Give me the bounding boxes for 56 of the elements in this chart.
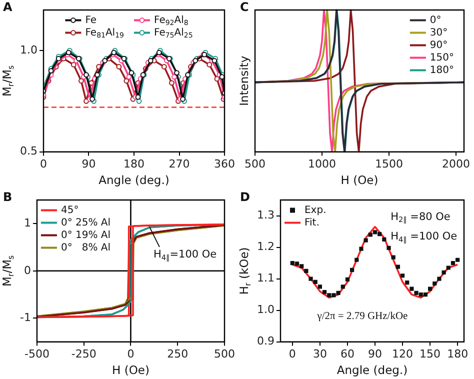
x-tick-label: 90 — [368, 347, 382, 360]
x-tick-label: 60 — [340, 347, 354, 360]
chart-title: C — [240, 0, 249, 14]
x-tick-label: 0 — [288, 347, 296, 360]
x-tick-label: -250 — [71, 347, 96, 360]
legend-label: 0° 25% Al — [60, 217, 111, 228]
x-axis-title: Angle (deg.) — [336, 362, 408, 377]
y-axis-title: Mr/Ms — [0, 65, 16, 97]
x-tick-label: -500 — [24, 347, 50, 360]
x-tick-label: 500 — [244, 157, 266, 170]
legend-label: 180° — [430, 64, 454, 76]
x-tick-label: 150 — [420, 347, 441, 360]
x-axis-title: H (Oe) — [112, 362, 150, 377]
x-tick-label: 270 — [168, 157, 190, 170]
legend-label: 30° — [430, 27, 448, 38]
y-axis-title: Mr/Ms — [0, 255, 16, 287]
annotation: γ/2π = 2.79 GHz/kOe — [316, 311, 408, 322]
x-tick-label: 2000 — [442, 157, 470, 170]
chart-title: B — [3, 190, 12, 204]
x-tick-label: 90 — [82, 157, 96, 170]
y-tick-label: -1 — [20, 311, 31, 324]
legend-label: Fe — [85, 14, 97, 26]
y-tick-label: 0.5 — [20, 144, 38, 158]
legend-label: 150° — [430, 52, 454, 64]
x-tick-label: 360 — [214, 157, 235, 170]
x-tick-label: 0 — [40, 157, 47, 170]
y-tick-label: 1 — [24, 216, 31, 230]
x-tick-label: 180 — [447, 347, 468, 360]
y-tick-label: 1.2 — [256, 240, 274, 254]
y-tick-label: 1.0 — [20, 43, 38, 56]
legend-label: Fit. — [304, 217, 320, 228]
legend-label: 0° 8% Al — [60, 242, 111, 254]
x-axis-title: H (Oe) — [340, 172, 378, 187]
x-tick-label: 0 — [127, 347, 134, 360]
x-tick-label: 120 — [392, 347, 414, 360]
legend-label: 0° 19% Al — [60, 230, 111, 241]
legend-label: 90° — [430, 40, 448, 51]
y-tick-label: 0 — [24, 264, 31, 277]
y-axis-title: Hr (kOe) — [236, 247, 253, 295]
legend-label: 45° — [60, 204, 79, 216]
chart-title: A — [3, 0, 13, 14]
x-tick-label: 180 — [124, 157, 144, 170]
y-tick-label: 1.1 — [256, 272, 274, 285]
y-axis-title: Intensity — [236, 56, 251, 106]
y-tick-label: 1.0 — [256, 303, 274, 316]
x-tick-label: 30 — [312, 347, 327, 360]
legend-label: Exp. — [304, 204, 326, 216]
x-tick-label: 1500 — [374, 157, 403, 170]
x-axis-title: Angle (deg.) — [98, 172, 170, 187]
y-tick-label: 1.3 — [256, 208, 274, 222]
legend-label: 0° — [430, 14, 442, 26]
chart-title: D — [240, 190, 250, 204]
x-tick-label: 500 — [214, 347, 235, 360]
y-tick-label: 0.9 — [256, 334, 274, 348]
x-tick-label: 1000 — [308, 157, 336, 170]
x-tick-label: 250 — [167, 347, 188, 360]
